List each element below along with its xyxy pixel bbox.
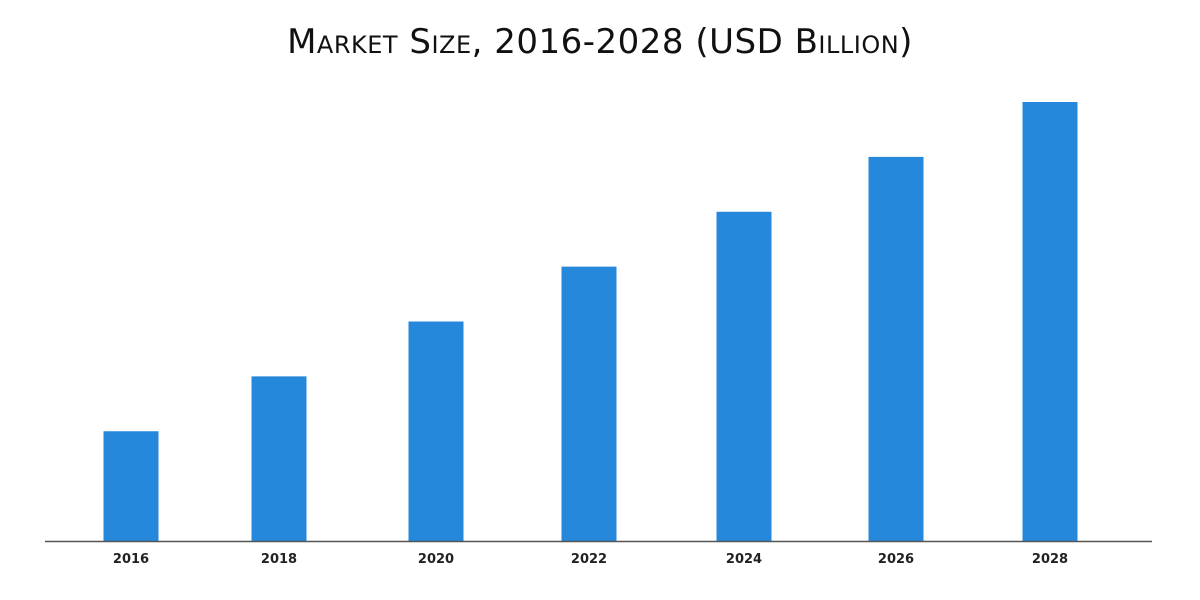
bar-2020 xyxy=(408,321,464,541)
bar-2018 xyxy=(251,376,307,541)
x-tick-label-2028: 2028 xyxy=(1032,552,1068,567)
x-tick-label-2018: 2018 xyxy=(261,552,297,567)
bar-2026 xyxy=(868,156,924,541)
x-tick-label-2022: 2022 xyxy=(571,552,607,567)
x-tick-label-2016: 2016 xyxy=(113,552,149,567)
chart-title: Market Size, 2016-2028 (USD Billion) xyxy=(287,22,913,62)
x-tick-label-2024: 2024 xyxy=(726,552,762,567)
bar-2022 xyxy=(561,266,617,541)
bar-2028 xyxy=(1022,102,1078,541)
bars-group xyxy=(103,102,1078,541)
bar-2016 xyxy=(103,431,159,541)
x-tick-label-2026: 2026 xyxy=(878,552,914,567)
x-tick-labels: 2016 2018 2020 2022 2024 2026 2028 xyxy=(113,552,1068,567)
x-tick-label-2020: 2020 xyxy=(418,552,454,567)
bar-2024 xyxy=(716,211,772,541)
